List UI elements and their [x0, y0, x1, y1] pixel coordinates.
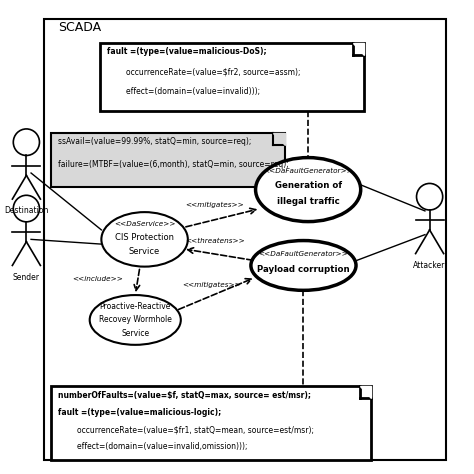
Text: effect=(domain=(value=invalid)));: effect=(domain=(value=invalid))); — [107, 87, 260, 96]
Text: Attacker: Attacker — [413, 261, 446, 270]
Ellipse shape — [90, 295, 181, 345]
FancyBboxPatch shape — [51, 133, 285, 187]
Text: <<mitigates>>: <<mitigates>> — [182, 283, 241, 288]
Text: Payload corruption: Payload corruption — [257, 265, 350, 273]
Text: Service: Service — [121, 329, 149, 337]
Text: Generation of: Generation of — [274, 182, 342, 190]
Ellipse shape — [255, 158, 361, 222]
Text: occurrenceRate=(value=$fr2, source=assm);: occurrenceRate=(value=$fr2, source=assm)… — [107, 67, 301, 76]
Polygon shape — [273, 133, 285, 145]
Polygon shape — [353, 43, 364, 55]
Text: Sender: Sender — [13, 273, 40, 282]
FancyBboxPatch shape — [51, 386, 371, 460]
Text: <<include>>: <<include>> — [73, 276, 123, 282]
Text: failure=(MTBF=(value=(6,month), statQ=min, source=req);: failure=(MTBF=(value=(6,month), statQ=mi… — [58, 160, 289, 169]
Text: <<DaService>>: <<DaService>> — [114, 221, 175, 227]
Text: <<mitigates>>: <<mitigates>> — [185, 202, 244, 208]
Text: Recovey Wormhole: Recovey Wormhole — [99, 316, 172, 324]
Ellipse shape — [251, 241, 356, 290]
Text: CIS Protection: CIS Protection — [115, 234, 174, 242]
Text: fault =(type=(value=malicious-DoS);: fault =(type=(value=malicious-DoS); — [107, 47, 267, 56]
Text: <<threatens>>: <<threatens>> — [185, 238, 245, 244]
FancyBboxPatch shape — [44, 19, 446, 460]
Text: ssAvail=(value=99.99%, statQ=min, source=req);: ssAvail=(value=99.99%, statQ=min, source… — [58, 137, 252, 146]
Text: effect=(domain=(value=invalid,omission)));: effect=(domain=(value=invalid,omission))… — [58, 442, 247, 451]
Text: <<DaFaultGenerator>>: <<DaFaultGenerator>> — [259, 251, 348, 256]
Text: Destination: Destination — [4, 206, 48, 215]
Text: numberOfFaults=(value=$f, statQ=max, source= est/msr);: numberOfFaults=(value=$f, statQ=max, sou… — [58, 391, 311, 400]
Text: SCADA: SCADA — [58, 21, 101, 34]
Polygon shape — [359, 386, 371, 398]
FancyBboxPatch shape — [100, 43, 364, 111]
Text: Service: Service — [129, 247, 160, 256]
Text: Proactive-Reactive: Proactive-Reactive — [100, 302, 171, 311]
Text: <<DaFaultGenerator>>: <<DaFaultGenerator>> — [263, 168, 353, 173]
Text: fault =(type=(value=malicious-logic);: fault =(type=(value=malicious-logic); — [58, 408, 221, 417]
Text: occurrenceRate=(value=$fr1, statQ=mean, source=est/msr);: occurrenceRate=(value=$fr1, statQ=mean, … — [58, 425, 314, 434]
Text: illegal traffic: illegal traffic — [277, 198, 339, 206]
Ellipse shape — [101, 212, 188, 266]
